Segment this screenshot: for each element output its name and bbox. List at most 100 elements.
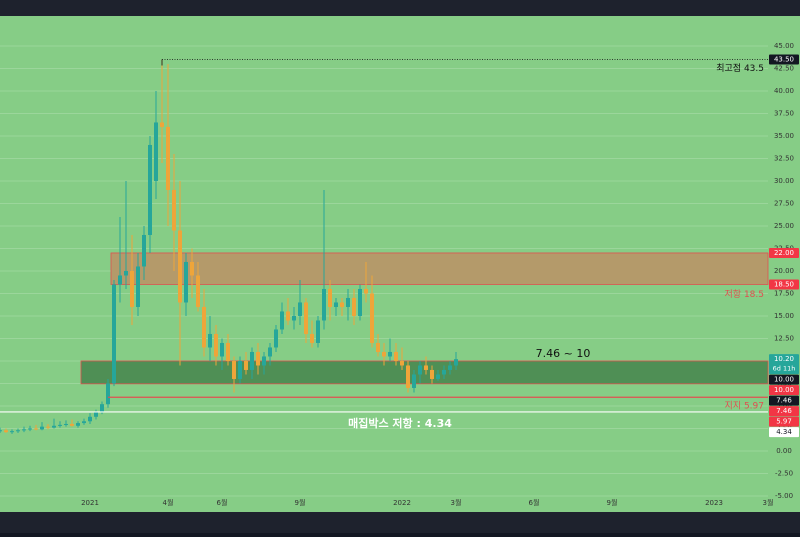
candle-body bbox=[370, 293, 374, 343]
candle-body bbox=[136, 266, 140, 307]
candle-body bbox=[94, 412, 98, 417]
candle-body bbox=[34, 428, 38, 430]
x-tick-label: 2021 bbox=[81, 499, 99, 507]
price-badge bbox=[769, 279, 799, 290]
candle-body bbox=[364, 288, 368, 294]
candle-body bbox=[424, 365, 428, 370]
top-bar bbox=[0, 0, 800, 16]
price-badge bbox=[769, 385, 799, 396]
y-tick-label: 37.50 bbox=[774, 109, 794, 117]
zone bbox=[80, 360, 769, 385]
y-tick-label: 17.50 bbox=[774, 289, 794, 297]
candle-body bbox=[88, 416, 92, 422]
price-badge-label: 5.97 bbox=[776, 418, 792, 426]
x-tick-label: 6월 bbox=[217, 498, 228, 507]
candle-body bbox=[118, 275, 122, 285]
candle-body bbox=[388, 351, 392, 357]
candle-body bbox=[454, 359, 458, 366]
candle-body bbox=[40, 426, 44, 430]
bottom-bar bbox=[0, 512, 800, 533]
candle-body bbox=[0, 430, 2, 432]
candle-body bbox=[46, 426, 50, 428]
y-tick-label: 25.00 bbox=[774, 222, 794, 230]
candle-body bbox=[382, 351, 386, 357]
candle-body bbox=[340, 302, 344, 307]
x-tick-label: 4월 bbox=[163, 498, 174, 507]
candle-body bbox=[412, 374, 416, 388]
x-tick-label: 2023 bbox=[705, 499, 723, 507]
candle-body bbox=[82, 421, 86, 424]
candle-body bbox=[70, 423, 74, 426]
zone-label: 7.46 ~ 10 bbox=[536, 347, 591, 360]
candle-body bbox=[106, 383, 110, 405]
y-tick-label: 27.50 bbox=[774, 199, 794, 207]
price-badge-label: 7.46 bbox=[776, 397, 792, 405]
candle-body bbox=[292, 315, 296, 321]
y-tick-label: 45.00 bbox=[774, 42, 794, 50]
candle-body bbox=[406, 365, 410, 388]
candle-body bbox=[352, 297, 356, 316]
candle-body bbox=[58, 424, 62, 426]
y-tick-label: 20.00 bbox=[774, 267, 794, 275]
price-badge-label: 18.50 bbox=[774, 280, 794, 288]
candle-body bbox=[436, 374, 440, 379]
candle-body bbox=[304, 302, 308, 334]
candle-body bbox=[184, 261, 188, 303]
y-tick-label: -2.50 bbox=[775, 469, 793, 477]
candle-body bbox=[334, 302, 338, 307]
candle-body bbox=[298, 302, 302, 316]
price-badge bbox=[769, 406, 799, 417]
candle-body bbox=[376, 342, 380, 352]
candle-body bbox=[28, 428, 32, 430]
price-badge-label: 7.46 bbox=[776, 407, 792, 415]
candle-body bbox=[394, 351, 398, 361]
y-tick-label: -5.00 bbox=[775, 492, 793, 500]
level-label: 최고점 43.5 bbox=[716, 62, 764, 74]
x-tick-label: 3월 bbox=[451, 498, 462, 507]
candle-body bbox=[154, 122, 158, 181]
candle-body bbox=[232, 360, 236, 379]
price-badge bbox=[769, 247, 799, 258]
candle-body bbox=[22, 429, 26, 431]
candle-body bbox=[328, 288, 332, 307]
candle-body bbox=[448, 365, 452, 370]
candle-body bbox=[16, 430, 20, 432]
x-tick-label: 6월 bbox=[529, 498, 540, 507]
x-tick-label: 9월 bbox=[607, 498, 618, 507]
candle-body bbox=[124, 270, 128, 276]
candle-body bbox=[208, 333, 212, 348]
price-badge-label: 22.00 bbox=[774, 249, 794, 257]
candle-body bbox=[430, 369, 434, 379]
candle-body bbox=[172, 189, 176, 231]
price-badge bbox=[769, 395, 799, 406]
price-badge bbox=[769, 427, 799, 438]
candle-body bbox=[202, 306, 206, 348]
y-tick-label: 40.00 bbox=[774, 87, 794, 95]
y-tick-label: 0.00 bbox=[776, 447, 792, 455]
candle-body bbox=[160, 122, 164, 127]
candle-body bbox=[4, 430, 8, 433]
candle-body bbox=[76, 423, 80, 426]
level-label: 지지 5.97 bbox=[725, 401, 764, 412]
candle-body bbox=[142, 234, 146, 267]
candle-body bbox=[250, 351, 254, 370]
candle-body bbox=[10, 431, 14, 433]
candle-body bbox=[130, 270, 134, 307]
price-badge-label: 4.34 bbox=[776, 428, 792, 436]
price-badge bbox=[769, 416, 799, 427]
candle-body bbox=[268, 347, 272, 357]
price-badge-label: 10.00 bbox=[774, 386, 794, 394]
candle-body bbox=[166, 126, 170, 190]
candle-body bbox=[262, 356, 266, 366]
candle-body bbox=[112, 284, 116, 384]
x-tick-label: 9월 bbox=[295, 498, 306, 507]
zone bbox=[110, 252, 769, 285]
price-badge bbox=[769, 54, 799, 65]
candle-body bbox=[148, 144, 152, 235]
price-badge-label: 43.50 bbox=[774, 55, 794, 63]
y-tick-label: 32.50 bbox=[774, 154, 794, 162]
candle-body bbox=[238, 360, 242, 379]
candle-body bbox=[400, 360, 404, 366]
